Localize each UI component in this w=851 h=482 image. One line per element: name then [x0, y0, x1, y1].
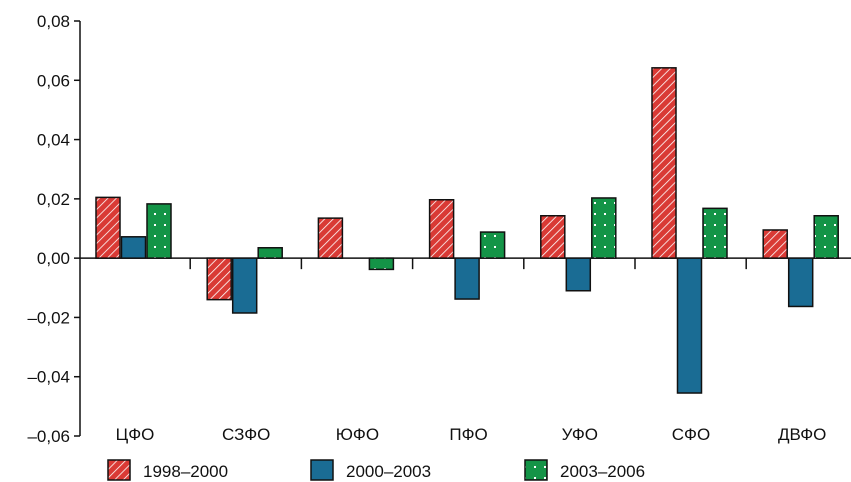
- legend-label: 1998–2000: [143, 462, 228, 481]
- bar-ПФО-2000–2003: [454, 257, 480, 300]
- legend-swatch: [107, 459, 131, 481]
- bar-УФО-1998–2000: [540, 215, 566, 259]
- bar-СФО-1998–2000: [651, 67, 677, 259]
- y-tick-label: –0,02: [27, 308, 70, 327]
- y-tick-label: 0,06: [37, 71, 70, 90]
- bar-ЮФО-1998–2000: [317, 217, 344, 259]
- y-tick-label: 0,08: [37, 12, 70, 31]
- bar-УФО-2003–2006: [591, 197, 617, 259]
- category-label: СЗФО: [222, 425, 270, 444]
- bar-СФО-2000–2003: [676, 257, 703, 394]
- bar-ЦФО-2003–2006: [146, 203, 172, 259]
- legend-swatch: [524, 459, 548, 481]
- bar-ЦФО-2000–2003: [120, 236, 147, 259]
- category-label: ПФО: [449, 425, 487, 444]
- category-label: ДВФО: [778, 425, 826, 444]
- category-label: ЮФО: [336, 425, 379, 444]
- category-label: ЦФО: [116, 425, 155, 444]
- y-tick-label: –0,04: [27, 368, 70, 387]
- chart-bars: [95, 67, 839, 394]
- bar-ЮФО-2003–2006: [368, 257, 395, 271]
- bar-ДВФО-2000–2003: [787, 257, 814, 308]
- bar-УФО-2000–2003: [565, 257, 592, 292]
- category-label: СФО: [672, 425, 710, 444]
- bar-ПФО-2003–2006: [479, 231, 506, 259]
- legend-label: 2003–2006: [560, 462, 645, 481]
- bar-ЦФО-1998–2000: [95, 196, 121, 259]
- chart-legend: 1998–2000 2000–2003 2003–2006: [107, 459, 645, 481]
- bar-ДВФО-2003–2006: [813, 215, 839, 259]
- y-tick-label: 0,02: [37, 190, 70, 209]
- y-tick-label: –0,06: [27, 427, 70, 446]
- legend-label: 2000–2003: [346, 462, 431, 481]
- bar-СЗФО-2003–2006: [257, 247, 283, 259]
- bar-СЗФО-2000–2003: [231, 257, 258, 314]
- bar-СЗФО-1998–2000: [206, 257, 232, 301]
- category-labels: ЦФО СЗФО ЮФО ПФО УФО СФО ДВФО: [116, 425, 827, 444]
- bar-ПФО-1998–2000: [428, 198, 455, 259]
- y-tick-label: 0,00: [37, 249, 70, 268]
- category-label: УФО: [562, 425, 598, 444]
- bar-СФО-2003–2006: [702, 207, 728, 259]
- bar-ДВФО-1998–2000: [762, 229, 788, 259]
- legend-swatch: [310, 459, 334, 481]
- y-tick-label: 0,04: [37, 131, 70, 150]
